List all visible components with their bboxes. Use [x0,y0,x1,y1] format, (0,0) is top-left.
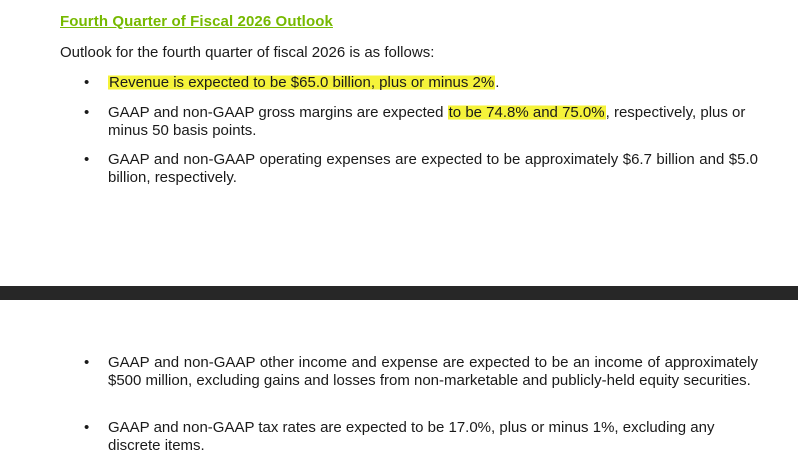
intro-paragraph: Outlook for the fourth quarter of fiscal… [60,44,435,61]
bullet-marker: • [84,104,90,121]
bullet-marker: • [84,354,90,371]
outlook-item-revenue: Revenue is expected to be $65.0 billion,… [108,74,758,92]
item-text-rest: . [495,74,500,91]
highlighted-text: Revenue is expected to be $65.0 billion,… [108,74,496,91]
outlook-item-operating-expenses: GAAP and non-GAAP operating expenses are… [108,151,758,186]
item-text-before: GAAP and non-GAAP gross margins are expe… [108,104,448,121]
bullet-marker: • [84,74,90,91]
bullet-marker: • [84,419,90,436]
highlighted-text: to be 74.8% and 75.0% [447,104,606,121]
outlook-item-tax-rates: GAAP and non-GAAP tax rates are expected… [108,419,715,454]
item-text-after: , respectively, plus or minus 50 basis p… [108,104,746,139]
page-separator [0,286,798,300]
bullet-marker: • [84,151,90,168]
section-title: Fourth Quarter of Fiscal 2026 Outlook [60,13,333,30]
document-page-top: Fourth Quarter of Fiscal 2026 Outlook Ou… [60,13,758,186]
document-page-bottom: • GAAP and non-GAAP other income and exp… [0,300,798,461]
outlook-item-gross-margins: GAAP and non-GAAP gross margins are expe… [108,104,758,140]
outlook-item-other-income: GAAP and non-GAAP other income and expen… [108,354,758,389]
